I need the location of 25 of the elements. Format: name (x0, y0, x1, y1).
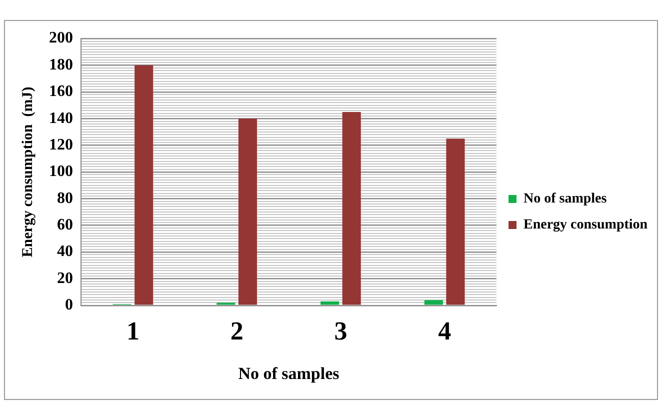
bar (320, 301, 340, 305)
x-tick-label: 3 (334, 316, 348, 346)
bar (446, 138, 465, 305)
y-tick-label: 120 (49, 136, 73, 154)
y-tick-label: 80 (57, 190, 73, 207)
x-tick-label: 2 (230, 316, 244, 346)
x-axis-title: No of samples (238, 364, 340, 384)
legend-label: Energy consumption (524, 218, 648, 233)
bar (134, 65, 154, 305)
bar (424, 300, 443, 305)
y-tick-label: 200 (49, 30, 73, 47)
y-tick-label: 100 (49, 163, 73, 180)
x-tick-label: 4 (438, 316, 452, 346)
y-tick-label: 60 (57, 216, 73, 234)
x-tick-label: 1 (126, 316, 140, 346)
y-tick-label: 140 (49, 110, 73, 127)
bar (342, 112, 361, 305)
bar (238, 118, 257, 305)
y-axis-title: Energy consumption (mJ) (20, 86, 36, 258)
y-tick-label: 40 (57, 243, 73, 260)
y-tick-label: 180 (49, 56, 73, 74)
y-tick-label: 0 (65, 296, 73, 314)
y-tick-label: 20 (57, 270, 73, 287)
y-tick-label: 160 (49, 83, 73, 100)
legend-label: No of samples (524, 192, 608, 207)
